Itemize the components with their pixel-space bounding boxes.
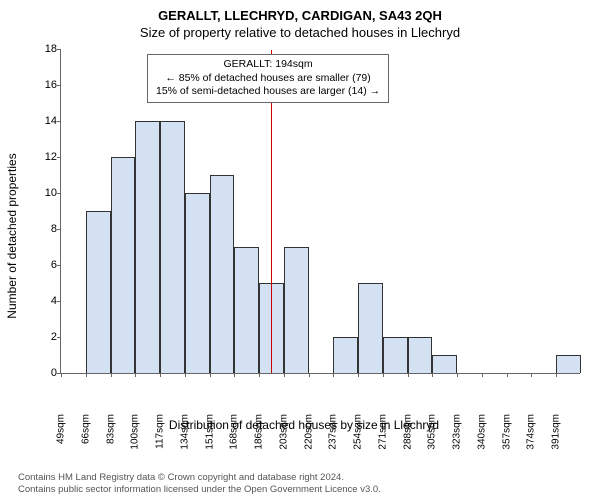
x-tick-mark [234,373,235,377]
x-tick-mark [111,373,112,377]
histogram-bar [111,157,136,373]
x-tick-label: 66sqm [80,414,91,444]
histogram-bar [135,121,160,373]
x-tick-mark [383,373,384,377]
annotation-line2: ← 85% of detached houses are smaller (79… [156,72,380,86]
x-tick-mark [333,373,334,377]
x-tick-mark [309,373,310,377]
footer-attribution: Contains HM Land Registry data © Crown c… [18,472,381,496]
histogram-bar [358,283,383,373]
x-tick-label: 100sqm [130,414,141,450]
x-tick-mark [507,373,508,377]
histogram-bar [383,337,408,373]
x-tick-label: 357sqm [501,414,512,450]
y-tick: 2 [31,331,57,343]
histogram-bar [284,247,309,373]
x-tick-label: 117sqm [155,414,166,449]
footer-line1: Contains HM Land Registry data © Crown c… [18,472,381,484]
y-axis-label: Number of detached properties [5,153,19,318]
x-tick-mark [61,373,62,377]
x-tick-mark [358,373,359,377]
x-tick-label: 374sqm [526,414,537,450]
x-tick-mark [408,373,409,377]
x-tick-label: 83sqm [105,414,116,444]
histogram-bar [185,193,210,373]
histogram-bar [86,211,111,373]
y-tick: 4 [31,295,57,307]
footer-line2: Contains public sector information licen… [18,484,381,496]
x-tick-label: 134sqm [179,414,190,450]
x-tick-label: 271sqm [377,414,388,450]
y-tick: 6 [31,259,57,271]
histogram-bar [160,121,185,373]
histogram-bar [432,355,457,373]
y-tick: 18 [31,43,57,55]
histogram-bar [210,175,235,373]
x-tick-label: 237sqm [328,414,339,450]
x-tick-mark [86,373,87,377]
x-tick-label: 168sqm [229,414,240,450]
x-tick-label: 254sqm [353,414,364,450]
y-tick: 0 [31,367,57,379]
x-tick-mark [556,373,557,377]
histogram-bar [333,337,358,373]
histogram-bar [408,337,433,373]
plot-area: 02468101214161849sqm66sqm83sqm100sqm117s… [60,50,580,374]
title-sub: Size of property relative to detached ho… [0,23,600,44]
x-tick-mark [185,373,186,377]
x-tick-mark [135,373,136,377]
histogram-bar [556,355,581,373]
x-tick-mark [160,373,161,377]
x-tick-mark [531,373,532,377]
chart-container: Number of detached properties Distributi… [24,46,584,426]
annotation-box: GERALLT: 194sqm ← 85% of detached houses… [147,54,389,103]
annotation-line1: GERALLT: 194sqm [156,58,380,72]
x-tick-label: 49sqm [56,414,67,444]
y-tick: 8 [31,223,57,235]
histogram-bar [234,247,259,373]
x-tick-mark [284,373,285,377]
x-tick-label: 203sqm [278,414,289,450]
x-tick-label: 288sqm [402,414,413,450]
x-tick-mark [259,373,260,377]
title-main: GERALLT, LLECHRYD, CARDIGAN, SA43 2QH [0,0,600,23]
x-tick-mark [432,373,433,377]
x-tick-label: 391sqm [551,414,562,450]
x-tick-label: 186sqm [254,414,265,450]
x-tick-label: 220sqm [303,414,314,450]
y-tick: 12 [31,151,57,163]
y-tick: 16 [31,79,57,91]
x-tick-mark [210,373,211,377]
y-tick: 10 [31,187,57,199]
annotation-line3: 15% of semi-detached houses are larger (… [156,85,380,99]
y-tick: 14 [31,115,57,127]
x-tick-label: 323sqm [452,414,463,450]
x-tick-label: 151sqm [204,414,215,450]
x-tick-mark [457,373,458,377]
x-tick-label: 305sqm [427,414,438,450]
x-tick-label: 340sqm [476,414,487,450]
x-tick-mark [482,373,483,377]
